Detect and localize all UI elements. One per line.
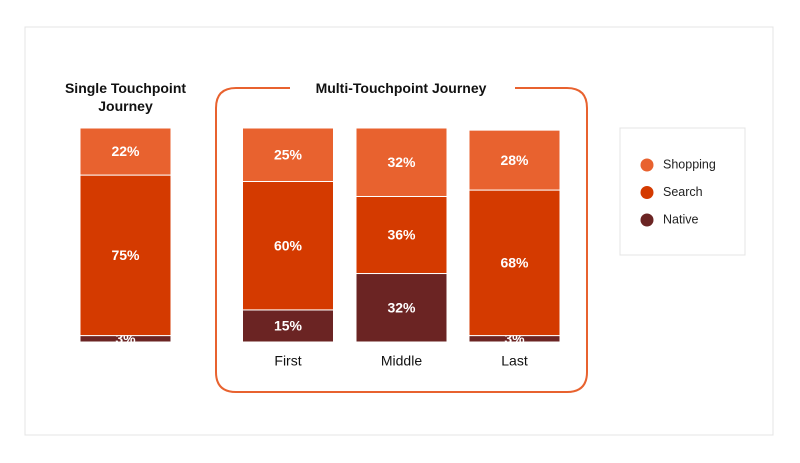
legend-marker	[640, 186, 654, 199]
value-label: 60%	[274, 237, 303, 253]
value-label: 15%	[274, 318, 303, 334]
group-title: Multi-Touchpoint Journey	[300, 79, 502, 97]
bar-segment	[355, 127, 448, 197]
bar-segment	[79, 174, 172, 337]
value-label: 32%	[387, 299, 416, 315]
value-label: 25%	[274, 146, 303, 162]
value-label: 68%	[500, 255, 529, 271]
bar-segment	[242, 127, 334, 182]
value-label: 75%	[111, 247, 140, 263]
legend-marker	[640, 158, 654, 172]
legend-marker	[640, 213, 654, 227]
bar-segment	[468, 129, 561, 191]
legend-label: Shopping	[663, 157, 716, 171]
value-label: 36%	[387, 227, 416, 243]
legend-label: Search	[663, 185, 703, 199]
x-tick-label: Middle	[381, 353, 422, 369]
bar-segment	[242, 309, 334, 343]
group-frame	[215, 87, 588, 393]
bar-segment	[468, 189, 561, 337]
x-tick-label: First	[274, 353, 301, 369]
legend-label: Native	[663, 212, 698, 226]
value-label: 32%	[387, 154, 416, 170]
value-label: 22%	[111, 143, 140, 159]
bar-segment	[79, 127, 172, 176]
x-tick-label: Last	[501, 353, 528, 369]
bar-segment	[242, 181, 334, 311]
bar-segment	[355, 273, 448, 343]
bar-segment	[355, 195, 448, 275]
value-label: 28%	[500, 152, 529, 168]
group-title: Single Touchpoint Journey	[60, 79, 191, 115]
